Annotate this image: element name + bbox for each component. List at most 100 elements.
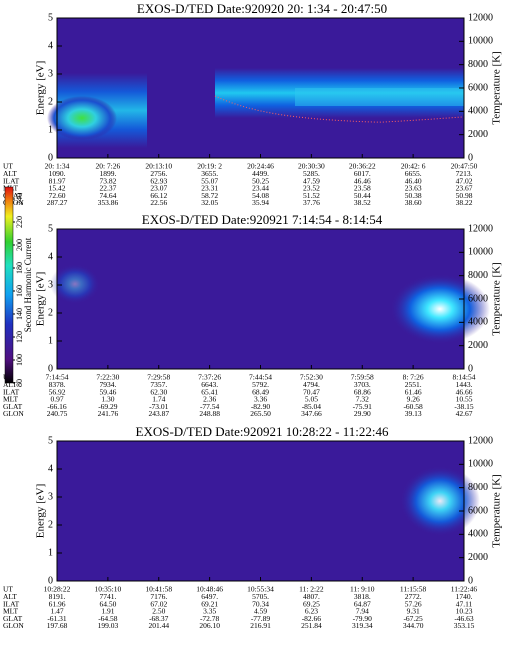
ephemeris-label: UT	[3, 585, 13, 594]
ephemeris-value: 66.12	[150, 191, 167, 200]
colorbar-tick-label: 140	[15, 308, 24, 320]
ephemeris-value: 243.87	[148, 409, 169, 418]
ephemeris-value: 38.52	[354, 198, 371, 207]
y-tick-label: 4	[48, 40, 53, 51]
ephemeris-label: ALT	[3, 592, 17, 601]
ephemeris-value: 46.46	[354, 176, 371, 185]
plot-area	[57, 441, 464, 581]
ephemeris-value: 7:22:30	[96, 373, 119, 382]
y-axis-label: Energy [eV]	[35, 272, 47, 326]
ephemeris-value: 42.67	[456, 409, 473, 418]
ephemeris-value: 15.42	[49, 184, 66, 193]
ephemeris-value: 265.50	[250, 409, 271, 418]
ephemeris-label: MLT	[3, 607, 19, 616]
ephemeris-value: 46.40	[405, 176, 422, 185]
ephemeris-value: 50.25	[252, 176, 269, 185]
feature	[295, 88, 464, 106]
ephemeris-value: 20:24:46	[247, 162, 274, 171]
y2-tick-label: 6000	[468, 293, 488, 304]
ephemeris-value: 206.10	[199, 621, 220, 630]
feature	[390, 274, 490, 344]
ephemeris-value: -73.01	[149, 402, 169, 411]
ephemeris-value: 70.47	[303, 387, 320, 396]
panel-title: EXOS-D/TED Date:920921 10:28:22 - 11:22:…	[136, 424, 389, 439]
ephemeris-value: 8: 7:26	[403, 373, 424, 382]
ephemeris-value: 56.92	[49, 387, 66, 396]
ephemeris-value: 4499.	[252, 169, 269, 178]
ephemeris-value: 20:13:10	[145, 162, 172, 171]
y2-tick-label: 10000	[468, 36, 493, 47]
y-tick-label: 0	[48, 575, 53, 586]
y2-tick-label: 6000	[468, 505, 488, 516]
ephemeris-value: 23.31	[201, 184, 218, 193]
ephemeris-value: 58.72	[201, 191, 218, 200]
y2-tick-label: 12000	[468, 435, 493, 446]
y2-tick-label: 2000	[468, 129, 488, 140]
ephemeris-value: 35.94	[252, 198, 269, 207]
ephemeris-label: GLON	[3, 198, 24, 207]
ephemeris-value: 2.50	[152, 607, 165, 616]
ephemeris-value: 54.08	[252, 191, 269, 200]
ephemeris-value: 3.35	[203, 607, 216, 616]
ephemeris-value: 20: 7:26	[95, 162, 120, 171]
ephemeris-value: 7934.	[99, 380, 116, 389]
ephemeris-label: ALT	[3, 169, 17, 178]
ephemeris-value: 347.66	[301, 409, 322, 418]
ephemeris-value: 7213.	[456, 169, 473, 178]
ephemeris-value: 10:48:46	[196, 585, 223, 594]
ephemeris-label: GLON	[3, 409, 24, 418]
y2-tick-label: 0	[468, 363, 473, 374]
ephemeris-value: 10.23	[456, 607, 473, 616]
y2-tick-label: 0	[468, 575, 473, 586]
ephemeris-value: 73.82	[99, 176, 116, 185]
y2-tick-label: 4000	[468, 317, 488, 328]
ephemeris-value: 37.76	[303, 198, 320, 207]
ephemeris-value: 8:14:54	[453, 373, 476, 382]
ephemeris-value: 11:22:46	[451, 585, 478, 594]
ephemeris-value: 61.46	[405, 387, 422, 396]
ephemeris-value: -77.89	[251, 614, 271, 623]
y-tick-label: 0	[48, 152, 53, 163]
ephemeris-value: 344.70	[403, 621, 424, 630]
ephemeris-value: 46.66	[456, 387, 473, 396]
ephemeris-value: 62.93	[150, 176, 167, 185]
ephemeris-value: -61.31	[47, 614, 67, 623]
ephemeris-value: 241.76	[98, 409, 119, 418]
ephemeris-value: 20:47:50	[451, 162, 478, 171]
ephemeris-value: 59.46	[99, 387, 116, 396]
ephemeris-value: 57.26	[405, 599, 422, 608]
ephemeris-value: 3.36	[254, 395, 267, 404]
ephemeris-value: -66.16	[47, 402, 67, 411]
y2-tick-label: 8000	[468, 482, 488, 493]
ephemeris-value: 29.90	[354, 409, 371, 418]
ephemeris-value: 2756.	[150, 169, 167, 178]
y-tick-label: 2	[48, 519, 53, 530]
y2-tick-label: 12000	[468, 12, 493, 23]
ephemeris-value: 7:29:58	[147, 373, 170, 382]
ephemeris-value: 7741.	[99, 592, 116, 601]
ephemeris-value: 287.27	[47, 198, 68, 207]
panel-title: EXOS-D/TED Date:920920 20: 1:34 - 20:47:…	[137, 1, 387, 16]
y2-axis-label: Temperature [K]	[491, 474, 503, 547]
ephemeris-label: UT	[3, 162, 13, 171]
colorbar-tick-label: 160	[15, 285, 24, 297]
ephemeris-value: -75.91	[353, 402, 373, 411]
ephemeris-value: 67.02	[150, 599, 167, 608]
ephemeris-value: 251.84	[301, 621, 322, 630]
ephemeris-value: -67.25	[403, 614, 423, 623]
ephemeris-value: 23.67	[456, 184, 473, 193]
y-tick-label: 5	[48, 223, 53, 234]
ephemeris-value: 20:30:30	[298, 162, 325, 171]
y2-tick-label: 8000	[468, 270, 488, 281]
ephemeris-value: 20:42: 6	[401, 162, 426, 171]
y2-tick-label: 0	[468, 152, 473, 163]
ephemeris-value: 7:44:54	[249, 373, 272, 382]
ephemeris-value: -82.66	[302, 614, 322, 623]
ephemeris-value: 1740.	[456, 592, 473, 601]
colorbar-tick-label: 200	[15, 239, 24, 251]
y2-tick-label: 10000	[468, 247, 493, 258]
ephemeris-value: 50.38	[405, 191, 422, 200]
ephemeris-value: 51.52	[303, 191, 320, 200]
colorbar-tick-label: 240	[15, 193, 24, 205]
panel-title: EXOS-D/TED Date:920921 7:14:54 - 8:14:54	[142, 212, 383, 227]
